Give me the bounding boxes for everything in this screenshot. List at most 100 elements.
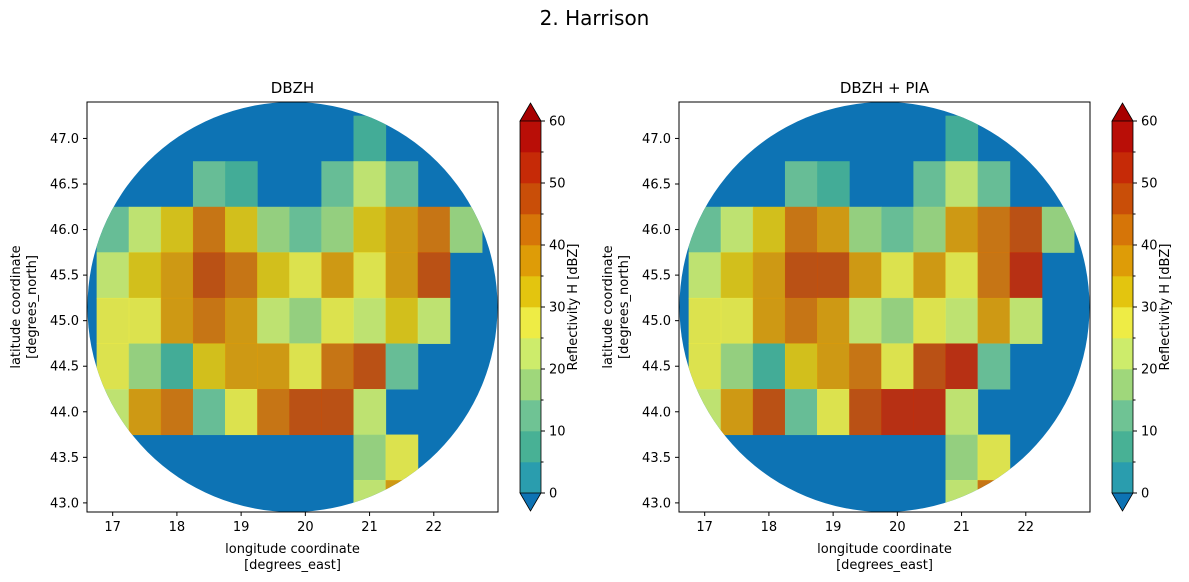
heat-cell <box>784 252 818 299</box>
colorbar-band <box>1112 431 1133 463</box>
heat-cell <box>784 206 818 253</box>
colorbar-extend-max <box>1111 102 1134 122</box>
colorbar-tick-label: 60 <box>1141 115 1158 130</box>
heat-cell <box>849 206 882 253</box>
heat-cell <box>192 206 226 253</box>
heat-cell <box>945 206 979 253</box>
heat-cell <box>192 252 226 299</box>
colorbar-tick-label: 50 <box>1141 177 1158 192</box>
heat-cell <box>321 343 355 390</box>
y-axis-label: [degrees_north] <box>25 255 40 359</box>
heat-cell <box>881 389 914 436</box>
heat-cell <box>945 252 979 299</box>
heat-cell <box>385 343 419 390</box>
heat-cell <box>192 161 226 208</box>
heat-cell <box>945 434 979 481</box>
heat-cell <box>128 389 162 436</box>
heat-cell <box>385 434 419 481</box>
y-tick-label: 45.5 <box>50 269 79 284</box>
colorbar-band <box>1112 338 1133 370</box>
heat-cell <box>128 252 162 299</box>
y-tick-label: 43.5 <box>50 451 79 466</box>
heat-cell <box>289 389 322 436</box>
panel-title: DBZH <box>271 79 314 97</box>
radar-disc <box>679 102 1090 512</box>
colorbar-band <box>520 276 541 308</box>
heat-cell <box>225 161 258 208</box>
colorbar-tick-label: 40 <box>1141 239 1158 254</box>
heat-cell <box>321 161 355 208</box>
heat-cell <box>784 161 818 208</box>
heat-cell <box>160 389 194 436</box>
heat-cell <box>977 252 1011 299</box>
heat-cell <box>417 206 451 253</box>
colorbar-tick-label: 0 <box>1141 487 1149 502</box>
heat-cell <box>977 297 1011 344</box>
heat-cell <box>353 161 387 208</box>
x-axis-label: longitude coordinate <box>817 542 952 557</box>
heat-cell <box>720 389 754 436</box>
heat-cell <box>977 480 1011 512</box>
heat-cell <box>225 297 258 344</box>
colorbar-tick-label: 30 <box>549 301 566 316</box>
heat-cell <box>160 252 194 299</box>
heat-cell <box>192 297 226 344</box>
heat-cell <box>977 343 1011 390</box>
y-axis-label: latitude coordinate <box>601 245 616 368</box>
chart-panel-1: DBZH 17 18 19 20 21 22 43.0 43.5 44.0 44.5 45.0 45.5… <box>9 79 581 573</box>
heat-cell <box>96 389 130 436</box>
x-tick-label: 18 <box>169 520 186 535</box>
colorbar-tick-label: 0 <box>549 487 557 502</box>
colorbar-tick-label: 50 <box>549 177 566 192</box>
colorbar-band <box>1112 307 1133 339</box>
heat-cell <box>752 297 786 344</box>
heat-cell <box>385 252 419 299</box>
x-tick-label: 22 <box>426 520 443 535</box>
colorbar-band <box>520 462 541 494</box>
colorbar-tick-label: 60 <box>549 115 566 130</box>
heat-cell <box>913 252 947 299</box>
heat-cell <box>385 480 419 512</box>
heat-cell <box>817 252 850 299</box>
colorbar-extend-min <box>1111 492 1134 512</box>
heat-cell <box>945 389 979 436</box>
y-tick-label: 44.5 <box>50 360 79 375</box>
heat-cell <box>449 206 483 253</box>
colorbar-band <box>520 338 541 370</box>
heat-cell <box>353 115 387 162</box>
y-tick-label: 46.5 <box>50 178 79 193</box>
heat-cell <box>977 161 1011 208</box>
heat-cell <box>321 206 355 253</box>
axes-frame <box>86 101 499 513</box>
heat-cell <box>128 206 162 253</box>
colorbar-band <box>1112 276 1133 308</box>
heat-cell <box>913 389 947 436</box>
heat-cell <box>913 343 947 390</box>
radar-disc <box>87 102 498 512</box>
heat-cell <box>945 115 979 162</box>
x-tick-label: 19 <box>233 520 250 535</box>
x-tick-label: 18 <box>761 520 778 535</box>
x-tick-label: 21 <box>953 520 970 535</box>
heat-cell <box>225 343 258 390</box>
colorbar-band <box>520 245 541 277</box>
heat-cell <box>257 343 290 390</box>
colorbar-tick-label: 10 <box>1141 425 1158 440</box>
heat-cell <box>720 206 754 253</box>
heat-cell <box>257 206 290 253</box>
y-tick-label: 44.0 <box>50 405 79 420</box>
heat-cell <box>817 343 850 390</box>
x-axis-label: longitude coordinate <box>225 542 360 557</box>
x-tick-label: 17 <box>696 520 713 535</box>
heat-cell <box>257 389 290 436</box>
heat-cell <box>1009 252 1043 299</box>
colorbar-band <box>520 400 541 432</box>
heat-cell <box>817 297 850 344</box>
y-tick-label: 43.0 <box>642 496 671 511</box>
heat-cell <box>784 343 818 390</box>
y-tick-label: 44.5 <box>642 360 671 375</box>
heat-cell <box>289 297 322 344</box>
colorbar-label: Reflectivity H [dBZ] <box>566 244 581 371</box>
heat-cell <box>385 206 419 253</box>
